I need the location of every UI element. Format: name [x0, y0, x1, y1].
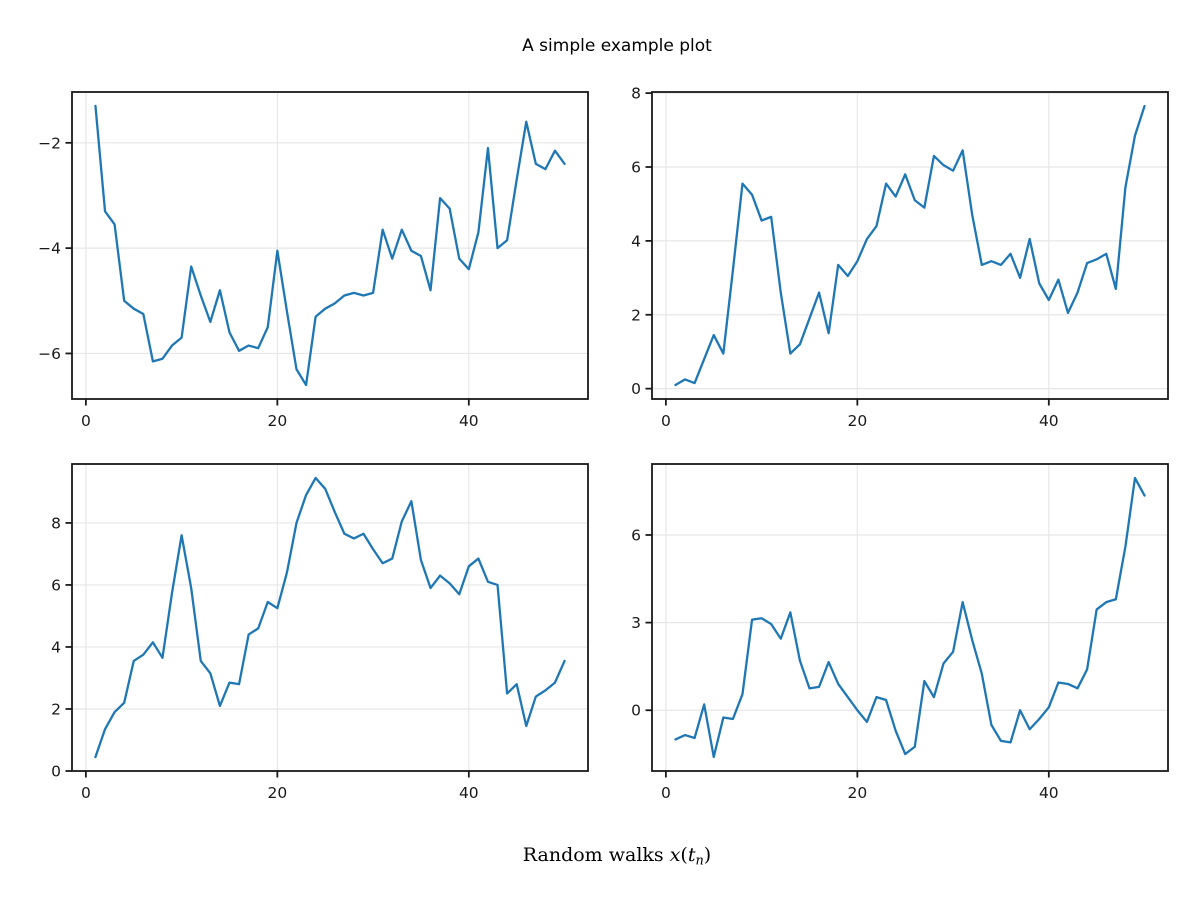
caption-segment: ) [703, 844, 712, 866]
xtick-label-bottom-right: 40 [1039, 784, 1059, 802]
ytick-label-top-right: 6 [631, 158, 641, 176]
xtick-label-bottom-right: 0 [661, 784, 671, 802]
caption-segment: x [669, 844, 681, 866]
ytick-label-top-right: 8 [631, 85, 641, 103]
ytick-label-bottom-left: 8 [51, 514, 61, 532]
ytick-label-bottom-right: 3 [631, 614, 641, 632]
caption-segment: t [687, 844, 696, 866]
ytick-label-top-right: 2 [631, 306, 641, 324]
ytick-label-bottom-left: 2 [51, 700, 61, 718]
axes-frame-top-right [651, 91, 1169, 400]
figure-caption: Random walks x(tn) [523, 844, 711, 869]
xtick-label-bottom-left: 40 [459, 784, 479, 802]
xtick-label-bottom-right: 20 [847, 784, 867, 802]
ytick-label-top-right: 0 [631, 380, 641, 398]
figure-title: A simple example plot [522, 36, 712, 56]
ytick-label-bottom-left: 4 [51, 638, 61, 656]
caption-segment: n [695, 853, 704, 869]
axes-frame-top-left [71, 91, 589, 400]
xtick-label-top-left: 20 [267, 412, 287, 430]
xtick-label-bottom-left: 0 [81, 784, 91, 802]
line-series-top-left [94, 104, 566, 387]
xtick-label-bottom-left: 20 [267, 784, 287, 802]
xtick-label-top-left: 40 [459, 412, 479, 430]
line-series-bottom-left [94, 476, 566, 759]
ytick-label-top-left: −2 [38, 134, 61, 152]
ytick-label-bottom-left: 0 [51, 763, 61, 781]
caption-segment: Random walks [522, 844, 670, 866]
line-series-bottom-right [674, 476, 1146, 759]
ytick-label-top-right: 4 [631, 232, 641, 250]
line-series-top-right [674, 104, 1146, 387]
xtick-label-top-left: 0 [81, 412, 91, 430]
ytick-label-bottom-left: 6 [51, 576, 61, 594]
xtick-label-top-right: 40 [1039, 412, 1059, 430]
xtick-label-top-right: 20 [847, 412, 867, 430]
ytick-label-bottom-right: 6 [631, 526, 641, 544]
ytick-label-top-left: −6 [38, 345, 61, 363]
axes-frame-bottom-right [651, 463, 1169, 772]
ytick-label-top-left: −4 [38, 240, 61, 258]
xtick-label-top-right: 0 [661, 412, 671, 430]
caption-segment: ( [680, 844, 688, 866]
ytick-label-bottom-right: 0 [631, 702, 641, 720]
axes-frame-bottom-left [71, 463, 589, 772]
